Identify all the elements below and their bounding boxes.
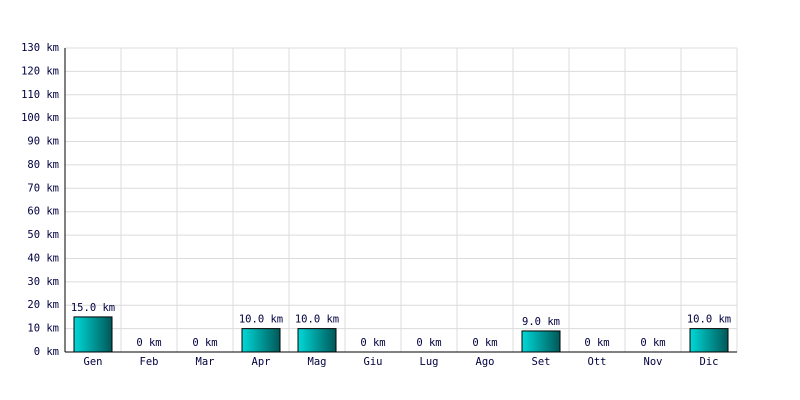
x-tick-label: Lug [420,356,439,368]
value-label: 0 km [640,337,665,349]
value-label: 0 km [584,337,609,349]
y-tick-label: 90 km [27,136,59,148]
bar [73,316,113,353]
y-tick-label: 80 km [27,159,59,171]
y-tick-label: 120 km [21,65,59,77]
value-label: 0 km [192,337,217,349]
bar [521,330,561,353]
value-label: 0 km [416,337,441,349]
value-label: 0 km [472,337,497,349]
x-tick-label: Set [532,356,551,368]
value-label: 10.0 km [687,314,731,326]
y-tick-label: 10 km [27,323,59,335]
y-tick-label: 50 km [27,229,59,241]
x-tick-label: Apr [252,356,271,368]
bar [297,328,337,353]
x-tick-label: Gen [84,356,103,368]
x-tick-label: Nov [644,356,663,368]
y-tick-label: 110 km [21,89,59,101]
y-tick-label: 130 km [21,42,59,54]
y-tick-label: 100 km [21,112,59,124]
x-tick-label: Ott [588,356,607,368]
x-tick-label: Feb [140,356,159,368]
y-tick-label: 70 km [27,182,59,194]
value-label: 15.0 km [71,302,115,314]
x-tick-label: Ago [476,356,495,368]
value-label: 10.0 km [239,314,283,326]
bar [689,328,729,353]
value-label: 9.0 km [522,316,560,328]
value-label: 0 km [360,337,385,349]
value-label: 0 km [136,337,161,349]
y-tick-label: 40 km [27,252,59,264]
y-tick-label: 60 km [27,206,59,218]
value-label: 10.0 km [295,314,339,326]
y-tick-label: 20 km [27,299,59,311]
x-tick-label: Mag [308,356,327,368]
bar [241,328,281,353]
x-tick-label: Giu [364,356,383,368]
y-tick-label: 0 km [34,346,59,358]
x-tick-label: Dic [700,356,719,368]
y-tick-label: 30 km [27,276,59,288]
x-tick-label: Mar [196,356,215,368]
